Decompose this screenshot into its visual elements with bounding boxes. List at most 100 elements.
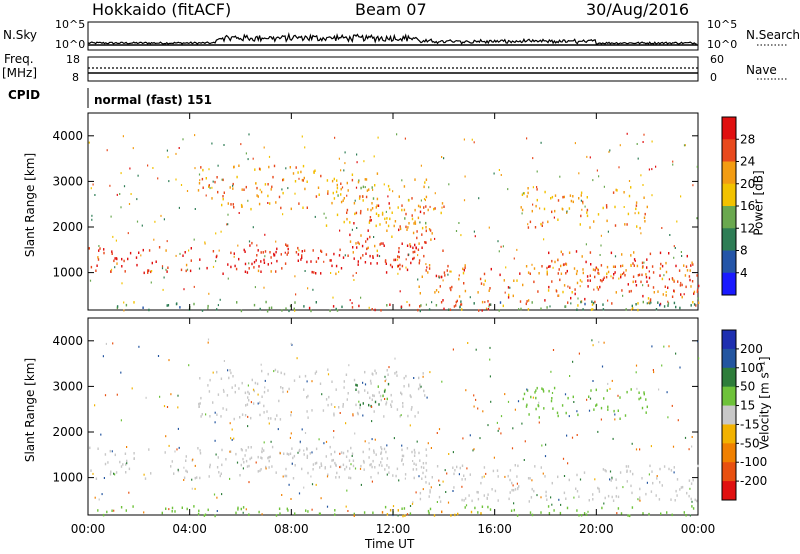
echo-cell	[595, 266, 597, 269]
noise-cell	[267, 202, 269, 204]
echo-cell	[222, 195, 224, 198]
noise-cell	[618, 166, 620, 169]
noise-cell	[640, 174, 642, 177]
echo-cell	[295, 166, 297, 169]
echo-cell	[265, 465, 267, 469]
echo-cell	[675, 305, 677, 309]
echo-cell	[110, 270, 112, 273]
echo-cell	[550, 197, 552, 200]
echo-cell	[363, 511, 366, 514]
echo-cell	[109, 449, 111, 453]
echo-cell	[189, 269, 192, 273]
echo-cell	[651, 265, 654, 268]
noise-cell	[405, 266, 407, 269]
noise-cell	[692, 184, 694, 187]
echo-cell	[641, 406, 644, 410]
echo-cell	[120, 506, 123, 509]
noise-cell	[263, 146, 265, 149]
noise-cell	[168, 180, 170, 183]
noise-cell	[247, 415, 249, 418]
echo-cell	[306, 454, 309, 458]
echo-cell	[544, 475, 546, 478]
echo-cell	[331, 201, 333, 205]
echo-cell	[544, 299, 546, 302]
noise-cell	[311, 380, 313, 383]
echo-cell	[351, 173, 354, 176]
noise-cell	[498, 427, 500, 430]
echo-cell	[480, 481, 482, 485]
echo-cell	[388, 466, 390, 469]
echo-cell	[597, 288, 600, 291]
echo-cell	[429, 507, 432, 511]
echo-cell	[639, 396, 642, 400]
echo-cell	[401, 264, 404, 268]
echo-cell	[649, 464, 651, 468]
noise-cell	[426, 396, 428, 399]
echo-cell	[665, 294, 667, 297]
noise-cell	[352, 414, 354, 417]
echo-cell	[325, 398, 328, 401]
echo-cell	[394, 258, 397, 262]
echo-cell	[540, 466, 542, 469]
echo-cell	[386, 457, 389, 460]
noise-cell	[294, 309, 296, 312]
noise-cell	[677, 419, 679, 422]
noise-cell	[106, 149, 108, 152]
noise-cell	[488, 226, 490, 229]
echo-cell	[457, 512, 459, 516]
noise-cell	[270, 440, 272, 443]
echo-cell	[481, 476, 483, 479]
echo-cell	[386, 397, 388, 401]
echo-cell	[648, 512, 650, 516]
noise-cell	[521, 422, 523, 425]
noise-cell	[489, 375, 491, 378]
echo-cell	[233, 206, 235, 209]
echo-cell	[95, 269, 97, 272]
echo-cell	[483, 283, 485, 286]
echo-cell	[476, 490, 478, 494]
echo-cell	[454, 513, 456, 517]
noise-cell	[574, 142, 576, 145]
echo-cell	[336, 186, 339, 190]
noise-cell	[240, 143, 242, 146]
echo-cell	[417, 204, 420, 208]
echo-cell	[679, 488, 681, 491]
echo-cell	[572, 395, 574, 399]
echo-cell	[201, 177, 204, 181]
noise-cell	[120, 371, 122, 374]
echo-cell	[480, 512, 482, 515]
echo-cell	[136, 263, 138, 267]
echo-cell	[620, 273, 622, 277]
echo-cell	[181, 506, 183, 509]
noise-cell	[212, 180, 214, 183]
echo-cell	[362, 459, 365, 463]
echo-cell	[389, 206, 391, 210]
echo-cell	[258, 265, 260, 268]
echo-cell	[185, 455, 187, 458]
echo-cell	[372, 459, 374, 463]
noise-cell	[306, 380, 308, 383]
echo-cell	[387, 373, 389, 376]
nsky-tick-bottom: 10^0	[55, 38, 86, 51]
freq-panel-frame	[87, 56, 699, 82]
echo-cell	[378, 463, 381, 467]
echo-cell	[275, 201, 277, 204]
echo-cell	[186, 507, 188, 511]
echo-cell	[428, 482, 430, 485]
echo-cell	[580, 191, 583, 194]
echo-cell	[596, 403, 598, 406]
noise-cell	[355, 186, 358, 189]
noise-cell	[91, 214, 93, 217]
echo-cell	[148, 448, 150, 451]
echo-cell	[260, 260, 262, 263]
noise-cell	[351, 228, 353, 231]
echo-cell	[425, 178, 428, 181]
noise-cell	[643, 133, 645, 136]
echo-cell	[352, 464, 355, 468]
echo-cell	[551, 259, 553, 263]
echo-cell	[282, 390, 284, 394]
echo-cell	[340, 267, 343, 270]
echo-cell	[546, 270, 548, 273]
echo-cell	[686, 254, 688, 258]
echo-cell	[242, 506, 245, 509]
